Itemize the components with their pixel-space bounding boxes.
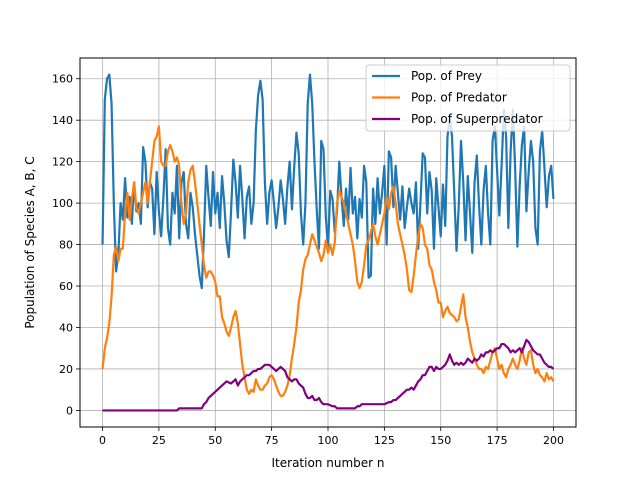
y-tick-label: 100 xyxy=(52,197,73,210)
legend-box xyxy=(365,64,571,132)
x-axis-label: Iteration number n xyxy=(272,456,385,470)
x-tick-label: 75 xyxy=(265,434,279,447)
axis-ticks: 0 25 50 75 100 125 150 175 200 0 20 40 60 80 100 120 140… xyxy=(52,73,564,447)
y-tick-label: 40 xyxy=(59,321,73,334)
x-tick-label: 125 xyxy=(374,434,395,447)
y-tick-label: 20 xyxy=(59,363,73,376)
x-tick-label: 100 xyxy=(318,434,339,447)
series-line xyxy=(102,338,555,412)
x-tick-label: 175 xyxy=(487,434,508,447)
y-tick-label: 80 xyxy=(59,239,73,252)
y-axis-label: Population of Species A, B, C xyxy=(23,156,37,328)
y-tick-label: 160 xyxy=(52,73,73,86)
legend-label: Pop. of Predator xyxy=(411,91,507,105)
y-tick-label: 140 xyxy=(52,114,73,127)
legend-label: Pop. of Prey xyxy=(411,69,482,83)
series-line xyxy=(101,125,555,397)
legend: Pop. of Prey Pop. of Predator Pop. of Supe… xyxy=(365,64,571,132)
y-tick-label: 0 xyxy=(66,404,73,417)
y-tick-label: 60 xyxy=(59,280,73,293)
x-tick-label: 0 xyxy=(99,434,106,447)
y-tick-label: 120 xyxy=(52,156,73,169)
x-tick-label: 25 xyxy=(152,434,166,447)
x-tick-label: 150 xyxy=(430,434,451,447)
x-tick-label: 200 xyxy=(543,434,564,447)
x-tick-label: 50 xyxy=(208,434,222,447)
series-group xyxy=(101,73,555,412)
legend-label: Pop. of Superpredator xyxy=(411,112,543,126)
